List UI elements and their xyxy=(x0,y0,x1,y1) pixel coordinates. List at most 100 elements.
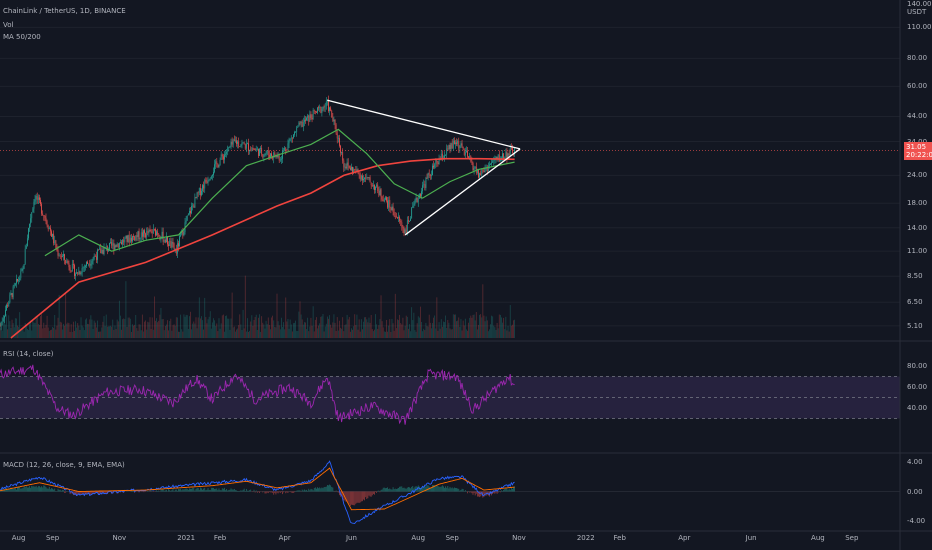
time-tick-label: Sep xyxy=(445,534,459,542)
volume-bar xyxy=(262,322,264,338)
macd-indicator-label[interactable]: MACD (12, 26, close, 9, EMA, EMA) xyxy=(3,461,125,469)
volume-bar xyxy=(351,328,352,338)
macd-histogram-bar xyxy=(390,489,392,492)
candle-body xyxy=(324,106,326,108)
volume-bar xyxy=(331,327,333,338)
rsi-indicator-label[interactable]: RSI (14, close) xyxy=(3,350,54,358)
symbol-title[interactable]: ChainLink / TetherUS, 1D, BINANCE xyxy=(3,7,126,15)
volume-bar xyxy=(137,330,139,338)
candle-body xyxy=(287,143,289,151)
candle-body xyxy=(344,166,346,168)
macd-histogram-bar xyxy=(206,489,208,492)
candle-body xyxy=(296,127,298,133)
candle-body xyxy=(251,148,253,151)
macd-histogram-bar xyxy=(335,490,337,492)
volume-bar xyxy=(439,328,441,338)
macd-histogram-bar xyxy=(239,490,241,492)
volume-bar xyxy=(104,326,106,338)
candle-body xyxy=(459,145,461,149)
volume-bar xyxy=(42,328,44,338)
macd-histogram-bar xyxy=(198,489,200,492)
candle-body xyxy=(341,152,342,153)
volume-bar xyxy=(191,329,192,338)
macd-histogram-bar xyxy=(47,488,49,492)
symmetrical-triangle-drawing[interactable] xyxy=(327,99,521,236)
volume-bar xyxy=(406,316,408,338)
volume-bar xyxy=(210,328,212,338)
volume-bar xyxy=(388,325,390,338)
candle-body xyxy=(413,203,415,206)
volume-bar xyxy=(509,305,511,338)
candle-body xyxy=(166,236,167,243)
candle-body xyxy=(238,141,240,147)
macd-histogram-bar xyxy=(218,488,220,492)
macd-histogram-bar xyxy=(326,484,328,492)
macd-histogram-bar xyxy=(8,489,10,492)
macd-histogram-bar xyxy=(402,488,404,492)
macd-histogram-bar xyxy=(181,490,183,492)
macd-histogram-bar xyxy=(337,491,339,493)
volume-bar xyxy=(433,317,434,338)
macd-histogram-bar xyxy=(339,491,340,496)
candle-body xyxy=(489,164,490,166)
volume-bar xyxy=(70,324,72,338)
volume-bar xyxy=(293,323,294,338)
price-tick-label: 11.00 xyxy=(907,247,928,256)
macd-histogram-bar xyxy=(11,488,13,492)
macd-histogram-bar xyxy=(228,490,230,492)
candle-body xyxy=(244,144,246,149)
macd-histogram-bar xyxy=(91,491,93,495)
candle-body xyxy=(434,164,436,168)
volume-bar xyxy=(474,320,476,338)
candle-body xyxy=(120,242,121,244)
macd-histogram-bar xyxy=(355,491,357,504)
volume-bar xyxy=(128,317,130,338)
macd-histogram-bar xyxy=(429,487,431,492)
volume-bar xyxy=(134,324,136,338)
candle-body xyxy=(232,139,234,145)
volume-bar xyxy=(114,325,116,338)
volume-bar xyxy=(463,325,465,338)
candle-body xyxy=(37,197,39,200)
candle-body xyxy=(336,133,338,139)
candle-body xyxy=(328,99,329,111)
volume-bar xyxy=(201,316,202,338)
candle-body xyxy=(440,153,442,161)
macd-histogram-bar xyxy=(14,487,16,492)
volume-bar xyxy=(301,319,303,338)
macd-histogram-bar xyxy=(275,491,277,495)
volume-bar xyxy=(227,318,229,338)
volume-indicator-label[interactable]: Vol xyxy=(3,21,14,29)
candle-body xyxy=(220,154,222,160)
macd-histogram-bar xyxy=(62,489,63,492)
macd-histogram-bar xyxy=(443,486,444,492)
candle-body xyxy=(85,265,86,267)
macd-histogram-bar xyxy=(370,491,372,497)
volume-bar xyxy=(3,314,5,338)
macd-histogram-bar xyxy=(479,491,480,498)
volume-bar xyxy=(85,319,86,338)
volume-bar xyxy=(421,321,422,338)
macd-tick-label: 4.00 xyxy=(907,458,923,467)
candle-body xyxy=(360,175,362,180)
macd-histogram-bar xyxy=(160,490,162,492)
candle-body xyxy=(229,146,231,148)
macd-histogram-bar xyxy=(158,490,160,492)
volume-bar xyxy=(106,326,108,338)
candle-body xyxy=(458,141,460,149)
macd-histogram-bar xyxy=(426,485,428,492)
candle-body xyxy=(261,147,263,155)
candle-body xyxy=(213,171,214,176)
volume-bar xyxy=(65,293,67,338)
macd-histogram-bar xyxy=(46,488,48,492)
macd-histogram-bar xyxy=(312,490,314,492)
volume-bar xyxy=(23,331,25,338)
rsi-panel xyxy=(0,364,900,425)
ma-indicator-label[interactable]: MA 50/200 xyxy=(3,33,41,41)
candle-body xyxy=(222,156,224,160)
candle-body xyxy=(41,204,42,214)
volume-bar xyxy=(208,316,210,338)
ma50-line xyxy=(44,128,515,257)
macd-tick-label: -4.00 xyxy=(907,516,926,525)
